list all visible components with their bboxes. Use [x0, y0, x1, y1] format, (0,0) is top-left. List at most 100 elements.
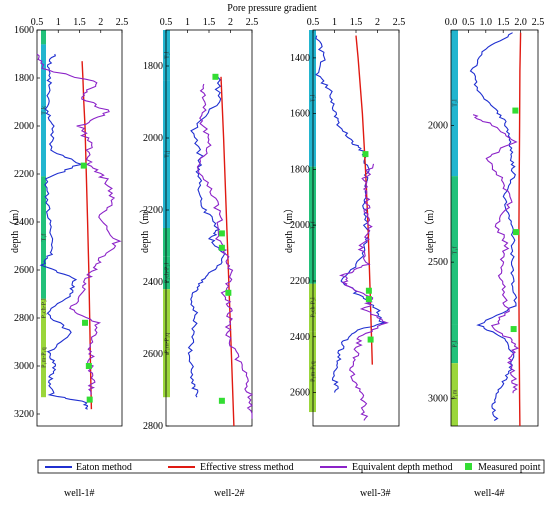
y-tick-label: 2000 — [14, 121, 34, 132]
strata-band — [41, 44, 46, 177]
strata-label: P₁m — [453, 389, 459, 399]
strata-band — [309, 166, 316, 284]
strata-label: T₂k — [42, 106, 48, 115]
x-tick-label: 1 — [332, 17, 337, 28]
strata-band — [451, 363, 458, 426]
x-tick-label: 0.5 — [31, 17, 44, 28]
y-tick-label: 1800 — [290, 164, 310, 175]
y-tick-label: 2800 — [14, 313, 34, 324]
y-tick-label: 1600 — [290, 109, 310, 120]
strata-label: T₂l — [311, 94, 317, 102]
measured-point — [362, 151, 369, 158]
measured-point — [512, 107, 519, 114]
legend-eaton-label: Eaton method — [76, 462, 132, 473]
x-tick-label: 1.5 — [203, 17, 216, 28]
series-eaton — [314, 35, 387, 393]
plot-frame — [312, 29, 400, 427]
well-title: well-3# — [360, 488, 391, 499]
strata-band — [163, 289, 170, 398]
strata-band — [309, 283, 316, 332]
strata-label: T₁f — [41, 234, 48, 242]
legend-equivalent-label: Equivalent depth method — [352, 462, 453, 473]
legend: Eaton method Effective stress method Equ… — [37, 459, 545, 474]
depth-axis-label: depth（m） — [9, 203, 21, 253]
strata-label: P₁m-P₁q — [42, 347, 48, 368]
y-tick-label: 2200 — [290, 276, 310, 287]
y-tick-label: 1600 — [14, 25, 34, 36]
strata-label: P₂ch-P₂l — [42, 298, 48, 319]
measured-point — [367, 336, 374, 343]
measured-point — [225, 289, 232, 296]
y-tick-label: 2800 — [143, 421, 163, 432]
x-tick-label: 2 — [228, 17, 233, 28]
depth-axis-label: depth（m） — [424, 203, 436, 253]
y-tick-label: 2600 — [290, 388, 310, 399]
y-tick-label: 3000 — [14, 361, 34, 372]
x-tick-label: 0.5 — [462, 17, 475, 28]
y-tick-label: 2600 — [14, 265, 34, 276]
y-tick-label: 2000 — [143, 133, 163, 144]
strata-band — [309, 30, 316, 167]
y-tick-label: 2600 — [143, 349, 163, 360]
x-tick-label: 2.0 — [514, 17, 527, 28]
x-tick-label: 1.5 — [497, 17, 510, 28]
strata-label: P₁m-P₁q — [165, 333, 171, 354]
measured-point — [510, 326, 517, 333]
x-tick-label: 1.5 — [73, 17, 86, 28]
series-eaton — [39, 53, 89, 410]
series-equivalent — [472, 114, 520, 394]
series-eaton — [187, 76, 226, 398]
x-tick-label: 1 — [56, 17, 61, 28]
chart-title: Pore pressure gradient — [227, 3, 317, 14]
x-tick-label: 0.5 — [307, 17, 320, 28]
series-equivalent — [36, 53, 122, 395]
strata-label: T₂l — [165, 51, 171, 59]
y-tick-label: 2400 — [143, 277, 163, 288]
x-tick-label: 0.5 — [160, 17, 173, 28]
measured-point — [365, 287, 372, 294]
measured-point — [365, 296, 372, 303]
x-tick-label: 1 — [185, 17, 190, 28]
strata-band — [451, 176, 458, 325]
depth-axis-label: depth（m） — [283, 203, 295, 253]
plot-frame — [165, 29, 253, 427]
strata-band — [41, 318, 46, 398]
x-tick-label: 2.5 — [246, 17, 259, 28]
y-tick-label: 1800 — [143, 61, 163, 72]
y-tick-label: 3200 — [14, 409, 34, 420]
measured-point — [218, 230, 225, 237]
measured-point — [218, 397, 225, 404]
y-tick-label: 2500 — [428, 257, 448, 268]
strata-band — [41, 176, 46, 299]
y-tick-label: 2400 — [290, 332, 310, 343]
legend-measured-label: Measured point — [478, 462, 541, 473]
y-tick-label: 2000 — [428, 121, 448, 132]
x-tick-label: 0.0 — [445, 17, 458, 28]
strata-band — [163, 30, 170, 81]
strata-band — [163, 256, 170, 290]
series-effective — [518, 32, 522, 427]
series-equivalent — [338, 163, 389, 421]
measured-point — [513, 229, 520, 236]
series-effective — [220, 76, 235, 427]
y-tick-label: 1800 — [14, 73, 34, 84]
strata-label: T₁j — [165, 150, 171, 158]
strata-label: P₂ch-P₂l — [311, 297, 317, 318]
well-title: well-1# — [64, 488, 95, 499]
strata-band — [451, 324, 458, 364]
panel-well-4: T₂l T₁f P₂l P₁m 0.0 0.5 1.0 1.5 2.0 2.5 2000 2500 30… — [424, 17, 544, 427]
measured-point — [86, 396, 93, 403]
legend-effective-label: Effective stress method — [200, 462, 294, 473]
well-title: well-4# — [474, 488, 505, 499]
strata-label: T₁f — [452, 247, 459, 255]
x-tick-label: 2.5 — [116, 17, 129, 28]
measured-point — [212, 73, 219, 80]
y-tick-label: 2400 — [14, 217, 34, 228]
series-equivalent — [196, 83, 254, 419]
strata-label: P₂l — [453, 340, 459, 347]
panels: T₂k T₁f P₂ch-P₂l P₁m-P₁q 0.5 1 1.5 2 2.5 1600 1800… — [9, 17, 544, 499]
x-tick-label: 2.5 — [393, 17, 406, 28]
legend-measured-marker — [465, 463, 472, 470]
strata-band — [163, 80, 170, 229]
depth-axis-label: depth（m） — [139, 203, 151, 253]
